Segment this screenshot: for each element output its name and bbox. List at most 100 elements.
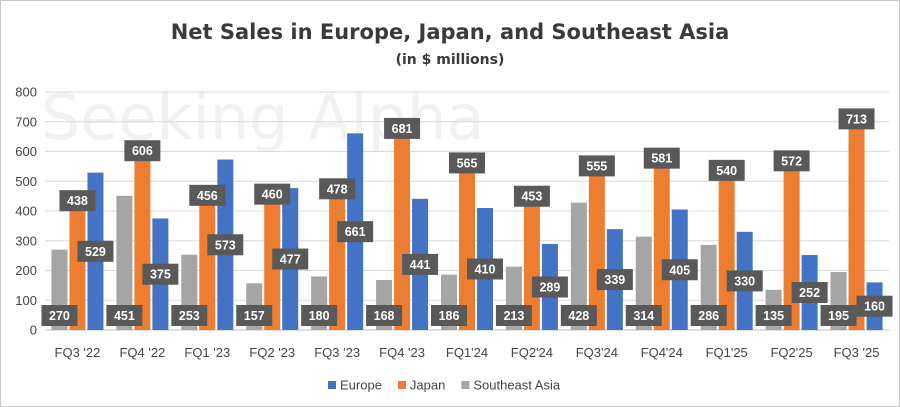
data-label-text: 661 (345, 225, 366, 239)
bar-japan (394, 127, 411, 330)
data-label-box (531, 276, 568, 298)
bar-japan (134, 149, 151, 330)
data-label-text: 180 (309, 309, 330, 323)
x-tick-label: FQ1 '23 (184, 345, 230, 360)
y-tick-label: 800 (15, 85, 37, 100)
data-label-text: 451 (114, 309, 135, 323)
data-label-japan: 453 (513, 185, 550, 207)
data-label-text: 213 (503, 309, 524, 323)
data-label-box (189, 184, 226, 206)
bar-japan (783, 159, 800, 330)
data-label-box (124, 140, 161, 162)
data-label-europe: 573 (207, 234, 244, 256)
legend-swatch (461, 381, 470, 389)
x-tick-label: FQ1'25 (706, 345, 748, 360)
data-label-europe: 375 (142, 263, 179, 285)
data-label-box (431, 305, 467, 326)
data-label-text: 186 (439, 309, 460, 323)
data-label-box (791, 282, 828, 304)
legend-item-europe: Europe (328, 378, 382, 393)
x-tick-label: FQ4 '23 (379, 345, 425, 360)
data-label-text: 477 (280, 253, 301, 267)
data-label-europe: 477 (272, 248, 309, 270)
data-label-box (820, 305, 857, 326)
data-label-text: 565 (457, 156, 478, 170)
data-label-box (690, 305, 727, 326)
data-label-text: 330 (734, 274, 755, 288)
chart-subtitle: (in $ millions) (396, 52, 505, 68)
x-tick-label: FQ3 '25 (834, 345, 880, 360)
data-label-text: 478 (327, 182, 348, 196)
data-label-box (337, 221, 374, 243)
y-axis-ticks: 0 100 200 300 400 500 600 700 800 (15, 85, 37, 338)
data-label-text: 713 (846, 112, 867, 126)
data-label-japan: 606 (124, 140, 161, 162)
x-tick-label: FQ2'24 (511, 345, 553, 360)
x-tick-label: FQ3'24 (576, 345, 618, 360)
data-label-box (755, 305, 792, 326)
data-label-text: 253 (179, 309, 200, 323)
data-label-box (142, 263, 179, 285)
data-label-europe: 330 (726, 270, 763, 292)
data-label-box (384, 117, 421, 139)
data-label-text: 438 (67, 194, 88, 208)
bar-southeast-asia (570, 202, 587, 330)
data-label-europe: 339 (596, 269, 633, 291)
data-label-text: 160 (864, 300, 885, 314)
data-label-europe: 529 (77, 240, 114, 262)
legend-label: Europe (340, 378, 382, 393)
data-label-text: 410 (475, 263, 496, 277)
data-label-japan: 681 (384, 117, 421, 139)
x-tick-label: FQ3 '23 (314, 345, 360, 360)
data-label-southeast-asia: 168 (366, 305, 403, 326)
data-label-japan: 438 (59, 190, 96, 212)
data-label-japan: 456 (189, 184, 226, 206)
legend-label: Japan (410, 378, 445, 393)
data-label-text: 529 (85, 245, 106, 259)
data-label-southeast-asia: 186 (431, 305, 467, 326)
data-label-japan: 555 (578, 155, 615, 177)
y-tick-label: 300 (15, 233, 37, 248)
data-label-box (513, 185, 550, 207)
data-label-text: 339 (604, 273, 625, 287)
data-label-text: 441 (410, 258, 431, 272)
data-label-europe: 289 (531, 276, 568, 298)
data-label-box (171, 305, 208, 326)
x-tick-label: FQ1'24 (446, 345, 488, 360)
y-tick-label: 400 (15, 204, 37, 219)
data-label-box (578, 155, 615, 177)
data-label-text: 572 (781, 154, 802, 168)
data-label-text: 168 (374, 309, 395, 323)
data-label-box (596, 269, 633, 291)
data-label-text: 405 (669, 263, 690, 277)
data-label-europe: 252 (791, 282, 828, 304)
chart-title: Net Sales in Europe, Japan, and Southeas… (171, 20, 730, 44)
y-tick-label: 600 (15, 144, 37, 159)
data-label-text: 157 (244, 309, 265, 323)
legend: Europe Japan Southeast Asia (328, 378, 561, 393)
data-label-southeast-asia: 213 (495, 305, 532, 326)
x-tick-label: FQ4 '22 (119, 345, 165, 360)
legend-swatch (397, 381, 406, 389)
x-tick-label: FQ2 '23 (249, 345, 295, 360)
data-label-box (726, 270, 763, 292)
data-label-box (319, 178, 356, 200)
data-label-text: 581 (651, 152, 672, 166)
data-label-southeast-asia: 157 (236, 305, 273, 326)
data-label-southeast-asia: 286 (690, 305, 727, 326)
data-label-text: 573 (215, 238, 236, 252)
data-label-text: 555 (586, 159, 607, 173)
y-tick-label: 700 (15, 114, 37, 129)
legend-label: Southeast Asia (473, 378, 560, 393)
data-label-southeast-asia: 135 (755, 305, 792, 326)
data-label-japan: 581 (643, 147, 680, 169)
y-tick-label: 200 (15, 263, 37, 278)
data-label-southeast-asia: 270 (41, 305, 78, 326)
legend-swatch (328, 381, 336, 389)
data-label-box (41, 305, 78, 326)
data-label-europe: 441 (402, 253, 439, 275)
data-label-europe: 160 (856, 295, 893, 317)
data-label-box (467, 258, 503, 280)
x-axis-ticks: FQ3 '22 FQ4 '22 FQ1 '23 FQ2 '23 FQ3 '23 FQ4 '… (55, 345, 880, 360)
